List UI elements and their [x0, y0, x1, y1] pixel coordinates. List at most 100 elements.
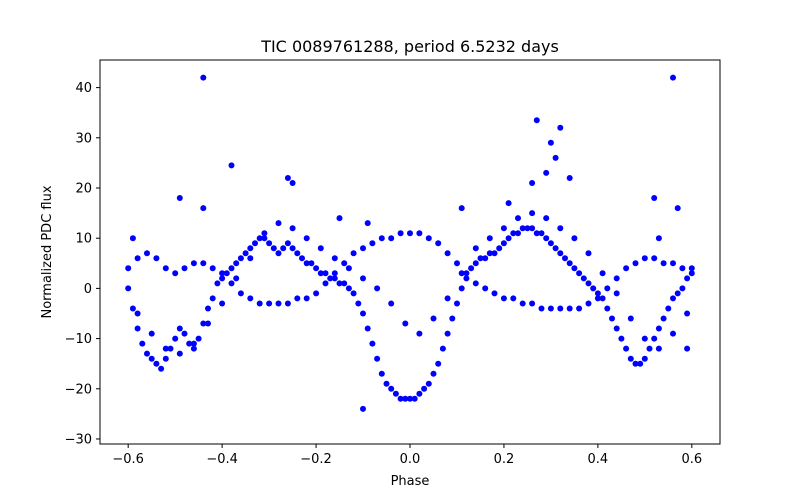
data-point	[430, 315, 437, 322]
data-point	[360, 405, 366, 412]
data-point	[496, 245, 503, 252]
data-point	[627, 355, 634, 362]
x-tick-label: −0.4	[206, 452, 238, 467]
data-point	[543, 169, 550, 176]
data-point	[646, 345, 653, 352]
data-point	[543, 235, 550, 242]
data-point	[148, 355, 155, 362]
data-point	[129, 235, 136, 242]
x-tick-label: 0.2	[494, 452, 515, 467]
data-point	[524, 225, 531, 232]
data-point	[313, 290, 320, 297]
y-tick-label: 0	[84, 282, 92, 297]
data-point	[228, 162, 235, 169]
data-point	[369, 340, 376, 347]
data-point	[463, 270, 470, 277]
data-point	[289, 245, 296, 252]
data-point	[148, 330, 155, 337]
data-point	[303, 295, 310, 302]
data-point	[515, 230, 521, 237]
data-point	[331, 270, 338, 277]
data-point	[641, 355, 648, 362]
data-point	[388, 300, 395, 307]
data-point	[519, 225, 526, 232]
data-point	[228, 280, 235, 287]
data-point	[688, 265, 695, 272]
data-point	[613, 325, 620, 332]
y-axis-label: Normalized PDC flux	[40, 185, 55, 318]
data-point	[378, 370, 385, 377]
data-point	[533, 117, 540, 124]
data-point	[134, 325, 141, 332]
data-point	[472, 245, 479, 252]
data-point	[599, 270, 606, 277]
data-point	[594, 295, 601, 302]
data-point	[364, 220, 371, 227]
x-tick-label: −0.2	[300, 452, 332, 467]
data-point	[538, 305, 545, 312]
data-point	[670, 260, 676, 267]
data-point	[482, 255, 489, 262]
data-point	[153, 360, 160, 367]
data-point	[195, 335, 202, 342]
data-point	[674, 205, 681, 212]
data-point	[336, 280, 343, 287]
data-point	[407, 230, 413, 237]
data-point	[383, 380, 390, 387]
data-point	[270, 245, 277, 252]
data-point	[392, 390, 399, 397]
data-point	[144, 350, 150, 357]
data-point	[566, 260, 573, 267]
data-point	[585, 300, 592, 307]
data-point	[172, 270, 179, 277]
data-point	[200, 74, 207, 81]
data-point	[205, 305, 211, 312]
y-tick-label: 20	[75, 182, 92, 197]
data-point	[684, 275, 691, 282]
data-point	[472, 280, 479, 287]
data-point	[355, 300, 362, 307]
data-point	[266, 240, 273, 247]
data-point	[500, 295, 507, 302]
data-point	[604, 285, 611, 292]
data-point	[599, 295, 606, 302]
data-point	[655, 345, 662, 352]
data-point	[533, 230, 540, 237]
data-point	[641, 335, 648, 342]
data-point	[557, 305, 564, 312]
data-point	[228, 265, 235, 272]
data-point	[144, 250, 150, 257]
data-point	[378, 235, 385, 242]
data-point	[510, 230, 517, 237]
data-point	[303, 235, 310, 242]
data-point	[237, 255, 244, 262]
data-point	[303, 260, 310, 267]
data-point	[284, 240, 291, 247]
data-point	[205, 320, 211, 327]
data-point	[505, 235, 512, 242]
data-point	[547, 139, 554, 146]
data-point	[237, 290, 244, 297]
data-point	[327, 275, 334, 282]
data-point	[515, 215, 521, 222]
data-point	[557, 250, 564, 257]
data-point	[186, 340, 193, 347]
y-tick-label: 10	[75, 232, 92, 247]
plot-frame	[99, 59, 721, 445]
data-point	[529, 180, 536, 186]
data-point	[458, 205, 465, 212]
data-point	[275, 220, 282, 227]
data-point	[360, 275, 366, 282]
data-point	[200, 205, 207, 212]
data-point	[684, 345, 691, 352]
data-point	[425, 380, 432, 387]
data-point	[247, 245, 254, 252]
data-point	[632, 260, 639, 267]
data-point	[360, 310, 366, 317]
data-point	[247, 255, 254, 262]
data-point	[688, 270, 695, 277]
data-point	[557, 124, 564, 131]
data-point	[435, 360, 442, 367]
data-point	[411, 395, 418, 402]
